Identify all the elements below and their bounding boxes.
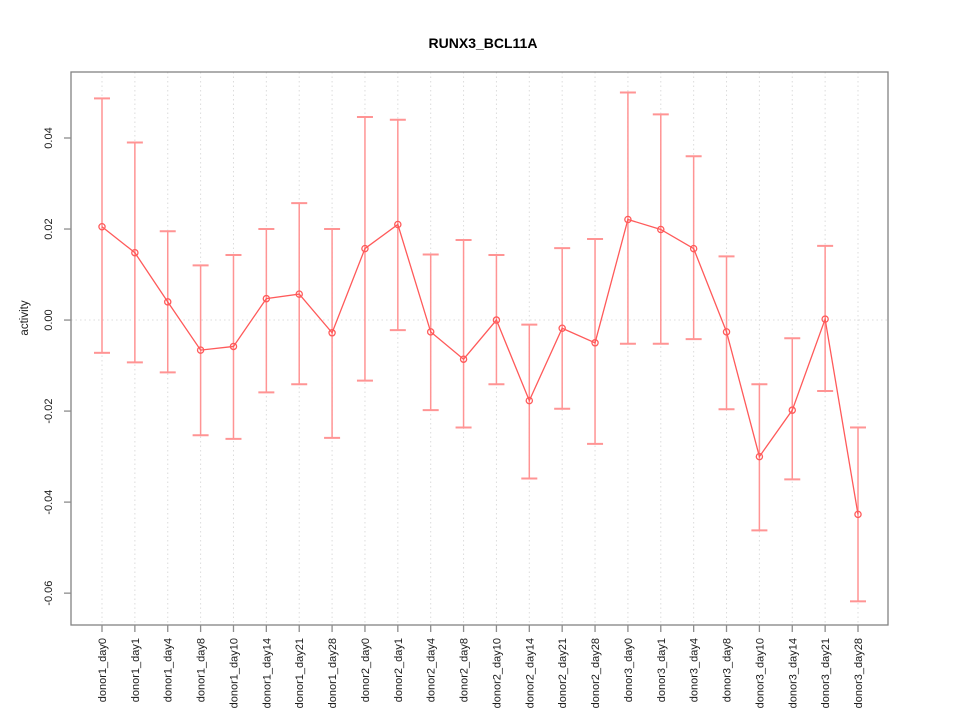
- y-tick-label: -0.02: [43, 399, 55, 424]
- x-tick-label: donor3_day14: [787, 638, 799, 708]
- x-tick-label: donor3_day0: [623, 638, 635, 702]
- data-point-marker: [295, 290, 303, 298]
- data-point-marker: [854, 510, 862, 519]
- error-bar: [258, 228, 275, 394]
- x-tick-label: donor2_day1: [393, 638, 405, 702]
- error-bar: [685, 155, 702, 341]
- data-point-marker: [558, 324, 566, 332]
- y-axis-title: activity: [19, 300, 31, 335]
- error-bar: [619, 91, 636, 345]
- y-tick-label: 0.00: [43, 309, 55, 330]
- y-tick-label: 0.04: [43, 127, 55, 148]
- x-tick-label: donor3_day8: [722, 638, 734, 702]
- data-point-marker: [689, 244, 698, 253]
- data-point-marker: [821, 315, 829, 323]
- x-tick-label: donor2_day28: [590, 638, 602, 708]
- x-tick-label: donor1_day28: [327, 638, 339, 708]
- data-point-marker: [492, 316, 501, 324]
- x-tick-label: donor1_day14: [261, 638, 273, 708]
- data-point-marker: [98, 222, 106, 231]
- x-tick-label: donor2_day4: [426, 638, 438, 702]
- x-tick-label: donor1_day0: [97, 638, 109, 702]
- chart-title: RUNX3_BCL11A: [429, 35, 538, 51]
- data-point-marker: [262, 294, 271, 303]
- data-point-marker: [624, 215, 632, 224]
- data-point-marker: [722, 328, 731, 336]
- series-layer: [94, 91, 866, 603]
- x-tick-label: donor3_day28: [853, 638, 865, 708]
- x-tick-label: donor1_day10: [228, 638, 240, 708]
- y-tick-label: -0.06: [43, 581, 55, 606]
- plot-border: [70, 71, 889, 626]
- data-point-marker: [426, 328, 435, 336]
- error-bar: [455, 238, 472, 429]
- data-point-marker: [131, 248, 139, 257]
- x-tick-label: donor2_day10: [491, 638, 503, 708]
- x-tick-label: donor1_day1: [130, 638, 142, 702]
- data-point-marker: [196, 346, 205, 354]
- y-tick-label: -0.04: [43, 490, 55, 515]
- data-point-marker: [459, 355, 468, 363]
- x-tick-label: donor1_day4: [163, 638, 175, 702]
- data-point-marker: [163, 298, 172, 306]
- data-point-marker: [361, 244, 369, 253]
- data-point-marker: [788, 406, 797, 414]
- data-point-marker: [525, 396, 534, 405]
- grid-layer: [71, 72, 888, 625]
- x-tick-label: donor2_day21: [557, 638, 569, 708]
- x-tick-label: donor3_day4: [689, 638, 701, 702]
- data-point-marker: [229, 342, 238, 351]
- x-tick-label: donor3_day1: [656, 638, 668, 702]
- x-tick-label: donor1_day21: [294, 638, 306, 708]
- y-tick-label: 0.02: [43, 218, 55, 239]
- data-point-marker: [657, 225, 665, 234]
- x-tick-label: donor1_day8: [196, 638, 208, 702]
- x-tick-label: donor3_day10: [754, 638, 766, 708]
- data-point-marker: [394, 220, 402, 229]
- x-tick-label: donor2_day14: [524, 638, 536, 708]
- data-point-marker: [328, 329, 336, 337]
- data-point-marker: [755, 452, 764, 461]
- axis-layer: 0.04 0.02 0.00 -0.02 -0.04 -0.06 activity donor…: [19, 71, 889, 708]
- data-point-marker: [591, 339, 599, 347]
- x-tick-label: donor2_day8: [459, 638, 471, 702]
- series-line: [101, 218, 859, 515]
- x-tick-label: donor2_day0: [360, 638, 372, 702]
- x-tick-label: donor3_day21: [820, 638, 832, 708]
- error-bar: [94, 97, 110, 354]
